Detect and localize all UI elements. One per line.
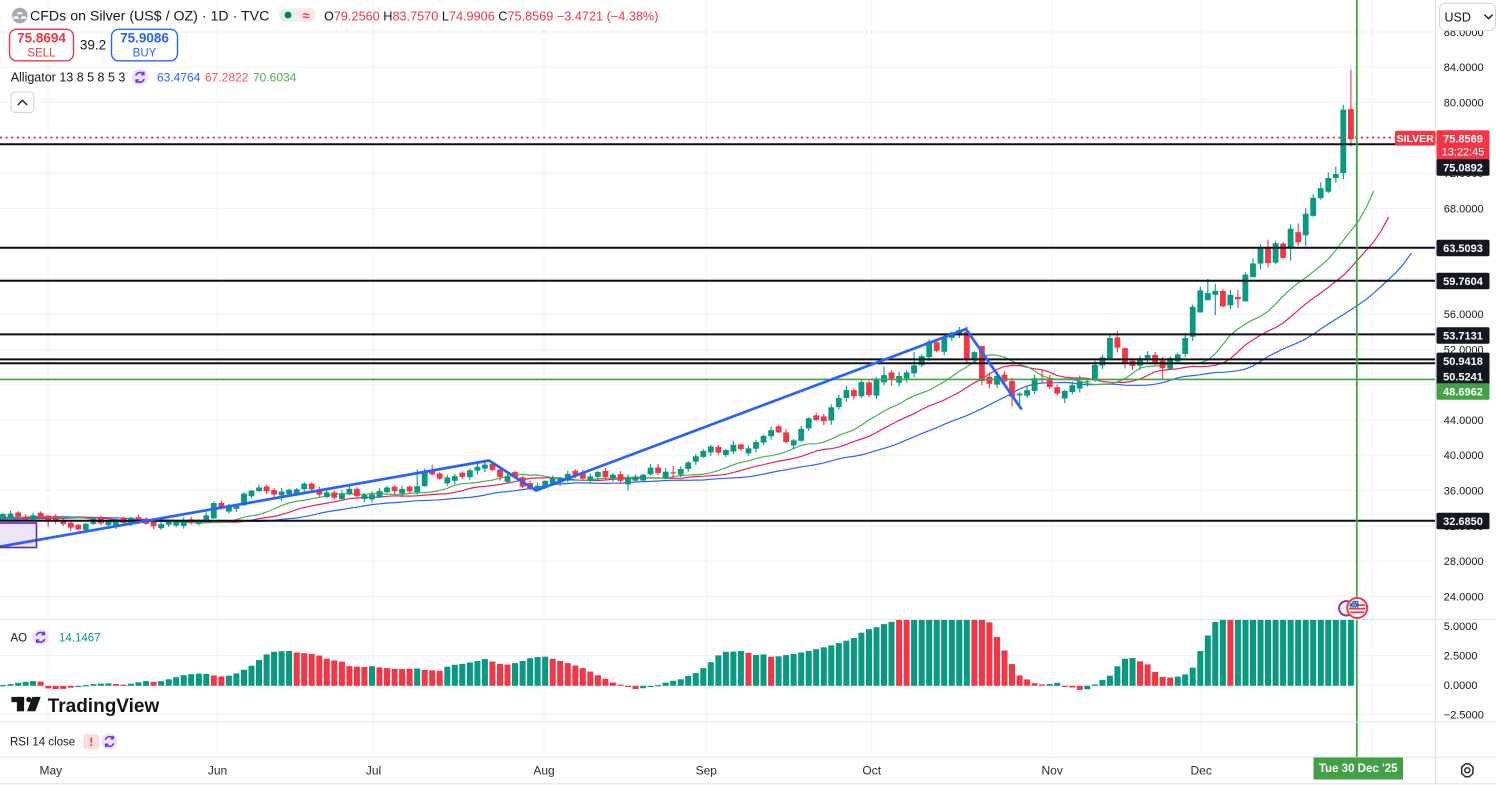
svg-text:5.0000: 5.0000 (1444, 621, 1478, 633)
svg-text:59.7604: 59.7604 (1443, 276, 1484, 288)
svg-text:0.0000: 0.0000 (1444, 680, 1478, 692)
svg-text:≈: ≈ (302, 8, 309, 23)
svg-text:2.5000: 2.5000 (1444, 650, 1478, 662)
svg-text:13:22:45: 13:22:45 (1442, 146, 1485, 158)
svg-text:SELL: SELL (27, 47, 56, 59)
svg-text:Jun: Jun (208, 764, 227, 778)
svg-text:75.9086: 75.9086 (120, 31, 169, 46)
svg-text:CFDs on Silver (US$ / OZ) · 1D: CFDs on Silver (US$ / OZ) · 1D · TVC (30, 9, 269, 25)
svg-text:63.4764: 63.4764 (157, 71, 201, 85)
svg-text:48.6962: 48.6962 (1443, 387, 1483, 399)
svg-text:28.0000: 28.0000 (1444, 556, 1484, 568)
svg-text:May: May (39, 764, 62, 778)
svg-text:Jul: Jul (366, 764, 381, 778)
svg-text:Dec: Dec (1191, 764, 1212, 778)
svg-text:67.2822: 67.2822 (205, 71, 249, 85)
svg-text:Sep: Sep (696, 764, 718, 778)
svg-text:32.6850: 32.6850 (1443, 516, 1483, 528)
svg-text:Tue 30 Dec '25: Tue 30 Dec '25 (1319, 763, 1398, 775)
svg-text:O79.2560 H83.7570 L74.9906 C75: O79.2560 H83.7570 L74.9906 C75.8569 −3.4… (324, 9, 658, 23)
svg-text:39.2: 39.2 (80, 37, 106, 52)
svg-text:RSI 14 close: RSI 14 close (10, 737, 75, 749)
svg-text:63.5093: 63.5093 (1443, 243, 1483, 255)
svg-text:75.0892: 75.0892 (1443, 163, 1483, 175)
svg-text:14.1467: 14.1467 (59, 632, 101, 644)
svg-text:24.0000: 24.0000 (1444, 591, 1484, 603)
svg-text:40.0000: 40.0000 (1444, 450, 1484, 462)
svg-text:−2.5000: −2.5000 (1444, 709, 1484, 721)
svg-text:44.0000: 44.0000 (1444, 415, 1484, 427)
svg-text:BUY: BUY (133, 47, 157, 59)
svg-text:75.8694: 75.8694 (17, 31, 66, 46)
svg-text:53.7131: 53.7131 (1443, 331, 1483, 343)
svg-text:Aug: Aug (533, 764, 554, 778)
svg-text:50.9418: 50.9418 (1443, 356, 1483, 368)
svg-text:75.8569: 75.8569 (1443, 133, 1483, 145)
svg-text:USD: USD (1445, 10, 1471, 24)
svg-text:SILVER: SILVER (1397, 133, 1435, 145)
svg-text:68.0000: 68.0000 (1444, 203, 1484, 215)
svg-text:Nov: Nov (1042, 764, 1063, 778)
svg-text:!: ! (89, 735, 93, 749)
svg-text:84.0000: 84.0000 (1444, 62, 1484, 74)
svg-text:AO: AO (11, 632, 28, 644)
svg-text:50.5241: 50.5241 (1443, 371, 1483, 383)
svg-text:Oct: Oct (862, 764, 881, 778)
svg-text:70.6034: 70.6034 (253, 71, 297, 85)
svg-text:36.0000: 36.0000 (1444, 486, 1484, 498)
svg-text:TradingView: TradingView (48, 696, 160, 717)
svg-text:80.0000: 80.0000 (1444, 97, 1484, 109)
svg-text:Alligator 13 8 5 8 5 3: Alligator 13 8 5 8 5 3 (11, 71, 126, 85)
svg-text:56.0000: 56.0000 (1444, 309, 1484, 321)
